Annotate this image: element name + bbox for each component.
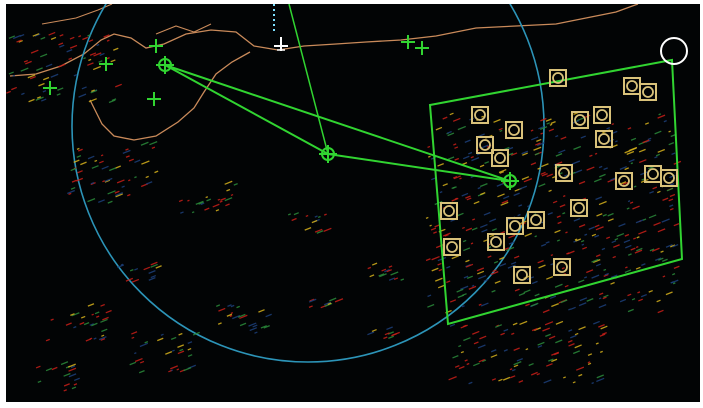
square-circle-target-icon[interactable] xyxy=(549,69,567,87)
square-circle-target-icon[interactable] xyxy=(491,149,509,167)
circled-cross-waypoint-icon[interactable] xyxy=(156,56,174,74)
square-circle-target-icon[interactable] xyxy=(570,199,588,217)
square-circle-target-icon[interactable] xyxy=(443,238,461,256)
square-circle-target-icon[interactable] xyxy=(571,111,589,129)
square-circle-target-icon[interactable] xyxy=(440,202,458,220)
targets xyxy=(440,69,678,284)
circled-cross-waypoint-icon[interactable] xyxy=(501,172,519,190)
route-leg[interactable] xyxy=(164,64,511,182)
plus-marker-icon[interactable] xyxy=(401,35,415,49)
route-leg[interactable] xyxy=(327,153,511,182)
square-circle-target-icon[interactable] xyxy=(660,169,678,187)
plus-marker-icon[interactable] xyxy=(147,92,161,106)
radar-display[interactable] xyxy=(6,4,700,402)
square-circle-target-icon[interactable] xyxy=(471,106,489,124)
range-ring xyxy=(71,4,545,363)
square-circle-target-icon[interactable] xyxy=(513,266,531,284)
square-circle-target-icon[interactable] xyxy=(487,233,505,251)
heading-line xyxy=(288,4,329,155)
circled-cross-waypoint-icon[interactable] xyxy=(319,145,337,163)
route-leg[interactable] xyxy=(164,64,329,155)
guard-zone[interactable] xyxy=(428,58,684,326)
square-circle-target-icon[interactable] xyxy=(595,130,613,148)
square-circle-target-icon[interactable] xyxy=(476,136,494,154)
square-circle-target-icon[interactable] xyxy=(527,211,545,229)
route[interactable] xyxy=(164,64,511,182)
square-circle-target-icon[interactable] xyxy=(553,258,571,276)
plus-marker-icon[interactable] xyxy=(415,41,429,55)
radar-clutter xyxy=(6,31,682,392)
waypoints xyxy=(156,56,519,190)
circle-cursor-icon[interactable] xyxy=(660,37,688,65)
vessel-symbol-icon[interactable] xyxy=(274,37,288,51)
square-circle-target-icon[interactable] xyxy=(505,121,523,139)
square-circle-target-icon[interactable] xyxy=(623,77,641,95)
plus-marker-icon[interactable] xyxy=(43,81,57,95)
square-circle-target-icon[interactable] xyxy=(555,164,573,182)
square-circle-target-icon[interactable] xyxy=(593,106,611,124)
coastline xyxy=(9,4,639,141)
square-circle-target-icon[interactable] xyxy=(615,172,633,190)
plus-marker-icon[interactable] xyxy=(149,39,163,53)
square-circle-target-icon[interactable] xyxy=(506,217,524,235)
plus-marker-icon[interactable] xyxy=(99,57,113,71)
square-circle-target-icon[interactable] xyxy=(639,83,657,101)
radar-canvas[interactable] xyxy=(6,4,700,402)
markers xyxy=(43,35,429,106)
